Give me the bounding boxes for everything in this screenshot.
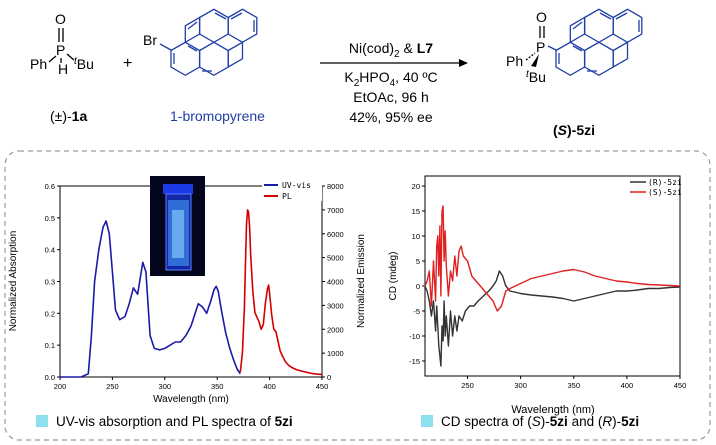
cd-axis-ticks: 250 300 350 400 450 -15 -10 -5 0 5 10 15 20 bbox=[409, 182, 686, 390]
uv-pl-ytick-label: 0.3 bbox=[45, 278, 55, 287]
reaction-scheme: O P Ph H tBu (±)-1a + Br bbox=[30, 8, 643, 138]
uv-pl-ytick-label: 0.2 bbox=[45, 309, 55, 318]
uv-pl-ytick-label: 0.4 bbox=[45, 246, 55, 255]
base-line: K2HPO4, 40 ºC bbox=[344, 69, 437, 89]
uv-pl-xtick-label: 200 bbox=[54, 382, 67, 391]
product-oxygen: O bbox=[536, 9, 547, 25]
plus-sign: + bbox=[123, 55, 132, 72]
uv-pl-y2tick-label: 8000 bbox=[327, 182, 344, 191]
product-tbu: tBu bbox=[526, 69, 546, 85]
cd-ytick-label: 0 bbox=[416, 282, 420, 291]
reactant1-tbu: tBu bbox=[74, 56, 94, 72]
caption-left-square bbox=[36, 415, 48, 427]
product-pyrene bbox=[555, 8, 643, 77]
caption-right: CD spectra of (S)-5zi and (R)-5zi bbox=[421, 414, 639, 429]
reactant-1a: O P Ph H tBu (±)-1a bbox=[30, 11, 94, 124]
uv-pl-ytick-label: 0.5 bbox=[45, 214, 55, 223]
cuvette-photo bbox=[150, 176, 205, 276]
cd-ytick-label: 15 bbox=[412, 207, 420, 216]
cd-ytick-label: -15 bbox=[409, 357, 420, 366]
product-ph-bond bbox=[525, 52, 536, 61]
uv-pl-ytick-label: 0.1 bbox=[45, 341, 55, 350]
uv-pl-y2tick-label: 1000 bbox=[327, 349, 344, 358]
uv-pl-y2tick-label: 3000 bbox=[327, 301, 344, 310]
reactant2-name: 1-bromopyrene bbox=[170, 108, 265, 124]
uv-pl-chart: 200 250 300 350 400 450 0.0 0.1 0.2 0.3 0.4 0.5 0.6 0… bbox=[8, 176, 367, 405]
uv-pl-xlabel: Wavelength (nm) bbox=[153, 394, 229, 405]
uv-pl-ytick-label: 0.6 bbox=[45, 182, 55, 191]
reactant1-phosphorus: P bbox=[56, 42, 65, 58]
bromine-label: Br bbox=[143, 32, 157, 48]
cd-xtick-label: 300 bbox=[514, 381, 527, 390]
bromine-bond bbox=[159, 43, 172, 51]
result-line: 42%, 95% ee bbox=[349, 109, 432, 125]
solvent-line: EtOAc, 96 h bbox=[353, 89, 428, 105]
legend-s-5zi: (S)-5zi bbox=[648, 188, 682, 197]
uv-pl-y2tick-label: 0 bbox=[327, 373, 331, 382]
product-phenyl: Ph bbox=[506, 53, 523, 69]
uv-pl-y2tick-label: 5000 bbox=[327, 254, 344, 263]
reactant-1-bromopyrene: Br 1-bromopyrene bbox=[143, 8, 265, 124]
caption-left: UV-vis absorption and PL spectra of 5zi bbox=[36, 414, 293, 429]
uv-pl-xtick-label: 400 bbox=[263, 382, 276, 391]
uv-pl-ytick-label: 0.0 bbox=[45, 373, 55, 382]
cd-ytick-label: -5 bbox=[413, 307, 420, 316]
series-line--r-5zi bbox=[424, 270, 681, 367]
cd-ytick-label: 10 bbox=[412, 232, 420, 241]
series-line--s-5zi bbox=[424, 205, 681, 312]
reaction-conditions: Ni(cod)2 & L7 K2HPO4, 40 ºC EtOAc, 96 h … bbox=[320, 40, 468, 125]
cd-ytick-label: 5 bbox=[416, 257, 420, 266]
uv-pl-y2tick-label: 7000 bbox=[327, 206, 344, 215]
reactant1-tbu-bond bbox=[66, 53, 75, 61]
caption-right-text: CD spectra of (S)-5zi and (R)-5zi bbox=[441, 414, 639, 429]
reactant1-ph-bond bbox=[48, 55, 57, 63]
uv-pl-xtick-label: 250 bbox=[106, 382, 119, 391]
cd-series bbox=[424, 205, 681, 367]
cd-xtick-label: 400 bbox=[621, 381, 634, 390]
cd-xtick-label: 250 bbox=[461, 381, 474, 390]
uv-pl-y2tick-label: 4000 bbox=[327, 278, 344, 287]
cd-ytick-label: 20 bbox=[412, 182, 420, 191]
catalyst-line: Ni(cod)2 & L7 bbox=[349, 40, 433, 60]
cd-ytick-label: -10 bbox=[409, 332, 420, 341]
spectra-panel-frame bbox=[4, 150, 711, 441]
uv-pl-ylabel: Normalized Absorption bbox=[8, 231, 19, 332]
product-aryl-bond bbox=[547, 45, 557, 51]
uv-pl-axis-ticks: 200 250 300 350 400 450 0.0 0.1 0.2 0.3 0.4 0.5 0.6 0… bbox=[45, 182, 344, 391]
uv-pl-y2tick-label: 6000 bbox=[327, 230, 344, 239]
uv-pl-xtick-label: 300 bbox=[159, 382, 172, 391]
reactant1-label: (±)-1a bbox=[50, 108, 87, 124]
legend-uv-vis: UV-vis bbox=[282, 181, 311, 190]
cd-xlabel: Wavelength (nm) bbox=[511, 404, 594, 416]
cd-xtick-label: 350 bbox=[567, 381, 580, 390]
product-label: (S)-5zi bbox=[553, 122, 595, 138]
legend-r-5zi: (R)-5zi bbox=[648, 178, 682, 187]
uv-pl-y2label: Normalized Emission bbox=[356, 234, 367, 328]
reaction-arrow-head bbox=[459, 59, 468, 67]
reactant1-phenyl: Ph bbox=[30, 56, 47, 72]
reactant1-oxygen: O bbox=[55, 11, 66, 27]
uv-pl-series bbox=[60, 209, 323, 378]
pyrene-ring-left bbox=[170, 8, 258, 77]
series-line-pl bbox=[239, 209, 323, 376]
cd-ylabel: CD (mdeg) bbox=[388, 252, 399, 301]
caption-right-square bbox=[421, 415, 433, 427]
uv-pl-legend: UV-vis PL bbox=[262, 180, 322, 201]
caption-left-text: UV-vis absorption and PL spectra of 5zi bbox=[56, 414, 293, 429]
uv-pl-xtick-label: 450 bbox=[316, 382, 329, 391]
uv-pl-y2tick-label: 2000 bbox=[327, 325, 344, 334]
series-line-uv-vis bbox=[60, 220, 241, 378]
cd-chart: 250 300 350 400 450 -15 -10 -5 0 5 10 15 20 (R)-5zi … bbox=[388, 175, 686, 416]
uv-pl-xtick-label: 350 bbox=[211, 382, 224, 391]
cd-xtick-label: 450 bbox=[674, 381, 687, 390]
legend-pl: PL bbox=[282, 192, 292, 201]
product-tbu-wedge bbox=[531, 54, 539, 67]
product-5zi: O P Ph tBu bbox=[506, 8, 643, 138]
cd-legend: (R)-5zi (S)-5zi bbox=[630, 178, 682, 197]
cd-plot-area bbox=[424, 175, 681, 377]
product-phosphorus: P bbox=[536, 39, 545, 55]
reactant1-hydrogen: H bbox=[58, 61, 68, 77]
